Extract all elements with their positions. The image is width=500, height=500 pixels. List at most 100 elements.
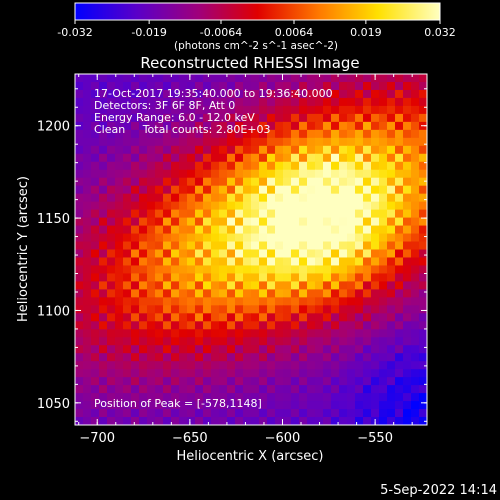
heatmap-cell	[219, 337, 228, 346]
heatmap-cell	[299, 225, 308, 235]
heatmap-cell	[403, 185, 412, 195]
heatmap-cell	[139, 105, 148, 115]
heatmap-cell	[363, 377, 372, 386]
heatmap-cell	[299, 305, 308, 314]
heatmap-cell	[235, 337, 244, 346]
heatmap-cell	[139, 169, 148, 179]
heatmap-cell	[387, 89, 396, 99]
heatmap-cell	[251, 337, 260, 346]
heatmap-cell	[379, 113, 388, 123]
heatmap-cell	[283, 305, 292, 314]
heatmap-cell	[155, 81, 164, 91]
heatmap-cell	[139, 201, 148, 211]
heatmap-cell	[315, 321, 324, 330]
heatmap-cell	[251, 329, 260, 338]
heatmap-cell	[83, 345, 92, 354]
heatmap-cell	[355, 369, 364, 378]
colorbar-tick-label: 0.019	[350, 26, 382, 39]
heatmap-cell	[371, 385, 380, 394]
heatmap-cell	[347, 297, 356, 306]
heatmap-cell	[107, 353, 116, 362]
heatmap-cell	[347, 177, 356, 187]
heatmap-cell	[139, 225, 148, 235]
heatmap-cell	[107, 97, 116, 107]
heatmap-cell	[323, 377, 332, 386]
heatmap-cell	[91, 161, 100, 171]
heatmap-cell	[91, 145, 100, 155]
heatmap-cell	[387, 417, 396, 425]
heatmap-cell	[83, 225, 92, 235]
heatmap-cell	[163, 313, 172, 322]
heatmap-cell	[123, 265, 132, 275]
heatmap-cell	[395, 81, 404, 91]
heatmap-cell	[291, 105, 300, 115]
heatmap-cell	[307, 225, 316, 235]
heatmap-cell	[339, 185, 348, 195]
heatmap-cell	[315, 257, 324, 267]
heatmap-cell	[363, 113, 372, 123]
heatmap-cell	[355, 257, 364, 267]
heatmap-cell	[339, 393, 348, 402]
heatmap-cell	[395, 217, 404, 227]
heatmap-cell	[187, 129, 196, 139]
heatmap-cell	[107, 217, 116, 227]
heatmap-cell	[155, 337, 164, 346]
heatmap-cell	[227, 305, 236, 314]
heatmap-cell	[275, 145, 284, 155]
heatmap-cell	[267, 321, 276, 330]
heatmap-cell	[131, 113, 140, 123]
heatmap-cell	[179, 353, 188, 362]
heatmap-cell	[291, 241, 300, 251]
heatmap-cell	[147, 353, 156, 362]
x-tick-label: −550	[357, 431, 393, 446]
heatmap-cell	[163, 321, 172, 330]
heatmap-cell	[363, 145, 372, 155]
heatmap-cell	[139, 153, 148, 163]
heatmap-cell	[187, 257, 196, 267]
heatmap-cell	[115, 313, 124, 322]
heatmap-cell	[403, 305, 412, 314]
heatmap-cell	[299, 113, 308, 123]
heatmap-cell	[235, 281, 244, 290]
heatmap-cell	[251, 249, 260, 259]
heatmap-cell	[267, 145, 276, 155]
heatmap-cell	[155, 393, 164, 402]
heatmap-cell	[211, 193, 220, 203]
heatmap-cell	[267, 89, 276, 99]
heatmap-cell	[219, 153, 228, 163]
heatmap-cell	[219, 297, 228, 306]
heatmap-cell	[395, 273, 404, 283]
heatmap-cell	[227, 337, 236, 346]
heatmap-cell	[355, 329, 364, 338]
heatmap-cell	[379, 225, 388, 235]
heatmap-cell	[363, 393, 372, 402]
heatmap-cell	[251, 305, 260, 314]
heatmap-cell	[291, 401, 300, 410]
heatmap-cell	[419, 361, 427, 370]
heatmap-cell	[123, 225, 132, 235]
heatmap-cell	[179, 337, 188, 346]
heatmap-cell	[323, 217, 332, 227]
heatmap-cell	[363, 337, 372, 346]
heatmap-cell	[315, 329, 324, 338]
heatmap-cell	[267, 257, 276, 267]
heatmap-cell	[323, 361, 332, 370]
heatmap-cell	[331, 353, 340, 362]
heatmap-cell	[195, 97, 204, 107]
heatmap-cell	[379, 129, 388, 139]
heatmap-cell	[115, 129, 124, 139]
heatmap-cell	[411, 74, 420, 83]
heatmap-cell	[227, 353, 236, 362]
heatmap-cell	[179, 321, 188, 330]
heatmap-cell	[315, 89, 324, 99]
heatmap-cell	[147, 193, 156, 203]
heatmap-cell	[291, 257, 300, 267]
heatmap-cell	[299, 281, 308, 290]
heatmap-cell	[267, 209, 276, 219]
heatmap-cell	[83, 217, 92, 227]
heatmap-cell	[267, 329, 276, 338]
heatmap-cell	[307, 377, 316, 386]
heatmap-cell	[139, 145, 148, 155]
heatmap-cell	[227, 417, 236, 425]
heatmap-cell	[395, 313, 404, 322]
